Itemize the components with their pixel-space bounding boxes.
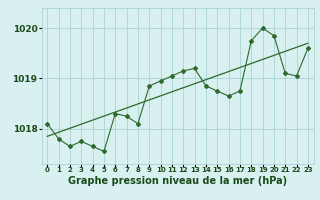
X-axis label: Graphe pression niveau de la mer (hPa): Graphe pression niveau de la mer (hPa) <box>68 176 287 186</box>
